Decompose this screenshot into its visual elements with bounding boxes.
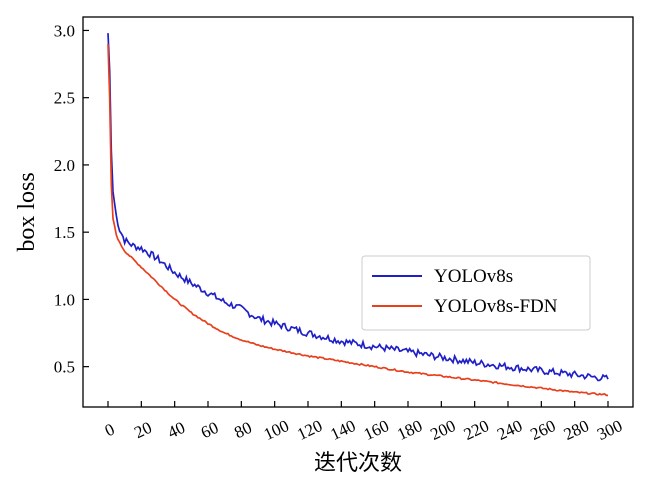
- plot-frame: [82, 16, 634, 408]
- x-tick-label: 180: [394, 416, 425, 444]
- series-lines: [107, 33, 609, 397]
- legend: YOLOv8s YOLOv8s-FDN: [361, 255, 591, 331]
- legend-label-2: YOLOv8s-FDN: [434, 296, 558, 317]
- y-tick-label: 3.0: [54, 21, 75, 40]
- x-tick-label: 260: [527, 416, 558, 444]
- series-line-1: [107, 33, 609, 382]
- x-axis-title: 迭代次数: [314, 451, 402, 476]
- x-tick-label: 280: [561, 416, 592, 444]
- legend-box: [361, 255, 591, 331]
- x-tick-label: 120: [294, 416, 325, 444]
- y-axis-ticks: 0.5 1.0 1.5 2.0 2.5 3.0: [54, 21, 89, 377]
- x-tick-label: 40: [165, 418, 188, 442]
- y-tick-label: 0.5: [54, 358, 75, 377]
- x-tick-label: 220: [461, 416, 492, 444]
- y-tick-label: 1.0: [54, 290, 75, 309]
- x-tick-label: 240: [494, 416, 525, 444]
- y-tick-label: 2.5: [54, 89, 75, 108]
- x-tick-label: 0: [102, 420, 118, 441]
- x-tick-label: 140: [327, 416, 358, 444]
- y-axis-title: box loss: [14, 172, 40, 251]
- x-tick-label: 60: [198, 418, 221, 442]
- legend-label-1: YOLOv8s: [434, 266, 513, 287]
- x-tick-label: 300: [594, 416, 625, 444]
- x-tick-label: 80: [231, 418, 254, 442]
- y-tick-label: 2.0: [54, 156, 75, 175]
- y-tick-label: 1.5: [54, 223, 75, 242]
- x-tick-label: 20: [131, 418, 154, 442]
- x-tick-label: 200: [427, 416, 458, 444]
- series-line-2: [107, 43, 609, 397]
- x-tick-label: 100: [261, 416, 292, 444]
- x-tick-label: 160: [361, 416, 392, 444]
